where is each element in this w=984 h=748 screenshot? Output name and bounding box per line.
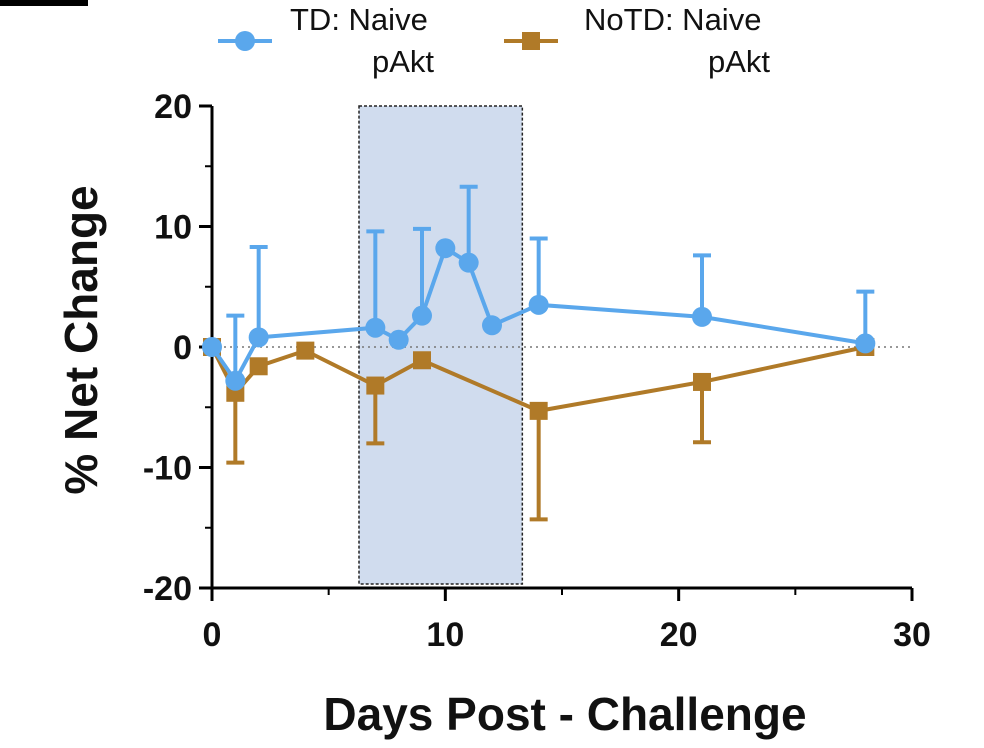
data-point <box>248 327 269 348</box>
data-point <box>249 357 268 376</box>
data-point <box>482 315 502 336</box>
x-axis-title: Days Post - Challenge <box>323 688 806 740</box>
y-axis-title: % Net Change <box>55 185 107 494</box>
legend-item-notd: NoTD: Naive pAkt <box>504 2 770 79</box>
legend-label-td-line2: pAkt <box>372 44 434 79</box>
data-point <box>435 238 456 259</box>
y-tick-label: -10 <box>143 450 192 488</box>
legend-label-notd-line2: pAkt <box>708 44 770 79</box>
data-point <box>296 341 315 360</box>
data-point <box>855 333 876 354</box>
y-tick-label: 0 <box>173 329 192 367</box>
legend-item-td: TD: Naive pAkt <box>218 2 434 79</box>
data-point <box>366 376 385 395</box>
data-point <box>692 306 712 327</box>
data-point <box>693 372 711 391</box>
corner-mark <box>0 0 88 6</box>
series-notd <box>203 338 875 522</box>
shaded-region-layer <box>358 105 524 585</box>
legend-marker-td <box>235 31 255 51</box>
data-point <box>529 401 548 420</box>
y-tick-label: 10 <box>154 209 192 247</box>
shaded-region <box>358 105 524 585</box>
data-point <box>365 317 386 338</box>
x-tick-label: 10 <box>426 616 464 654</box>
legend-label-notd-line1: NoTD: Naive <box>584 2 761 37</box>
data-point <box>413 351 431 370</box>
y-tick-label: 20 <box>154 88 192 126</box>
legend: TD: Naive pAkt NoTD: Naive pAkt <box>218 2 770 79</box>
data-point <box>225 370 246 391</box>
data-point <box>528 294 549 315</box>
data-point <box>202 337 222 357</box>
legend-label-td-line1: TD: Naive <box>290 2 428 37</box>
data-point <box>458 252 479 273</box>
x-tick-label: 0 <box>203 616 222 654</box>
x-tick-label: 30 <box>893 616 931 654</box>
series-td <box>202 184 876 391</box>
x-tick-label: 20 <box>660 616 698 654</box>
series-layer <box>202 184 876 522</box>
data-point <box>412 305 432 326</box>
axes: 20 10 0 -10 -20 0 10 20 30 <box>143 88 931 654</box>
legend-marker-notd <box>522 32 540 50</box>
data-point <box>388 329 409 350</box>
y-tick-label: -20 <box>143 570 192 608</box>
